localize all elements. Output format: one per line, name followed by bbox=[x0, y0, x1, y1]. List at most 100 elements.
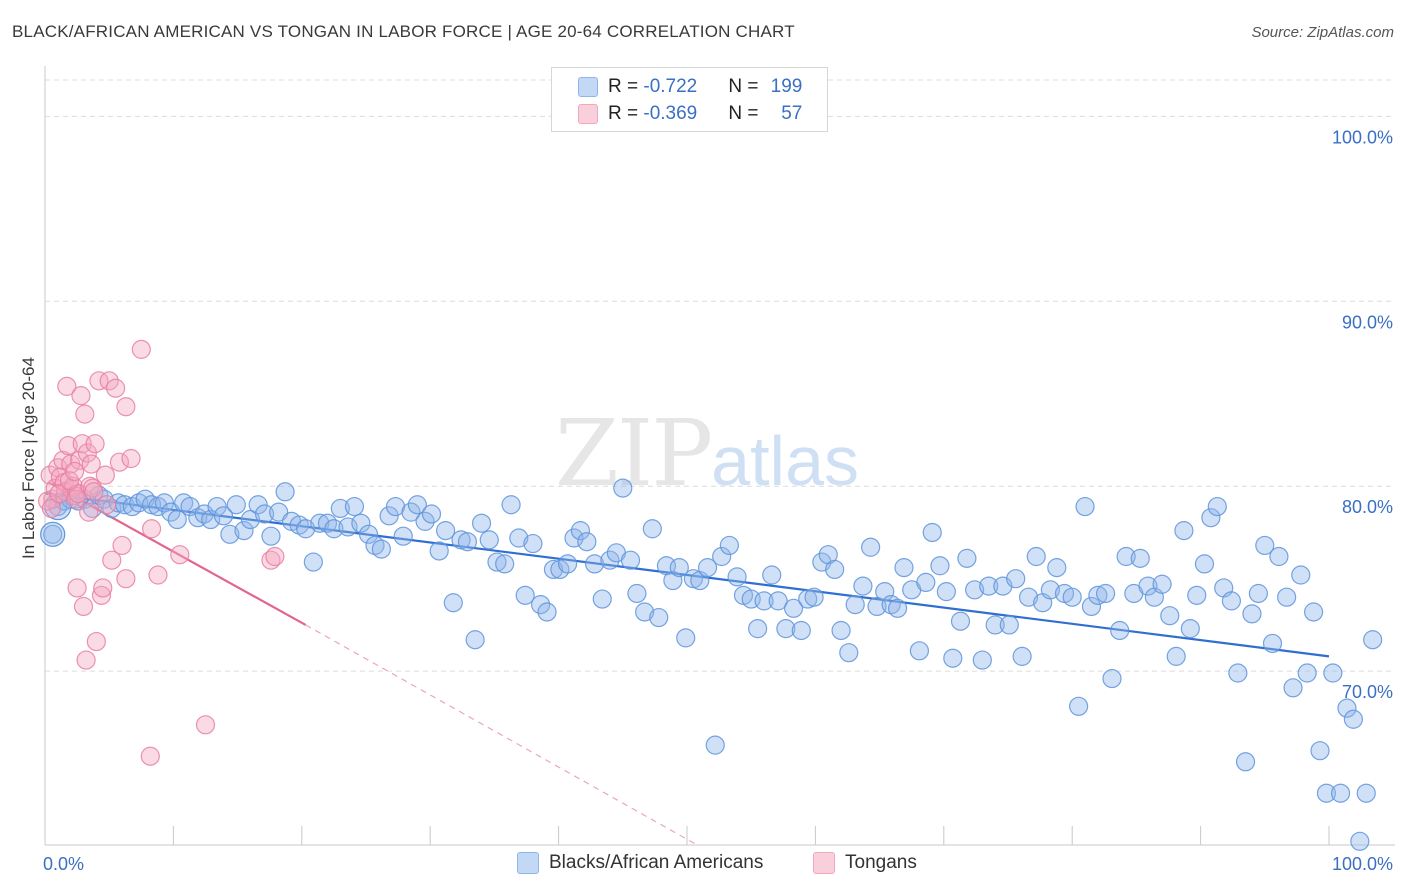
data-point bbox=[296, 519, 316, 539]
data-point bbox=[1047, 558, 1067, 578]
data-point bbox=[1303, 602, 1324, 622]
watermark-atlas: atlas bbox=[711, 422, 860, 500]
y-axis-label: In Labor Force | Age 20-64 bbox=[19, 357, 38, 559]
data-point bbox=[537, 602, 557, 622]
y-tick-label: 70.0% bbox=[1342, 682, 1393, 702]
legend-n-value: 199 bbox=[770, 76, 803, 97]
data-point bbox=[97, 495, 117, 515]
data-point bbox=[1062, 587, 1082, 607]
data-point bbox=[1330, 783, 1351, 803]
data-point bbox=[73, 596, 94, 617]
data-point bbox=[112, 535, 132, 556]
bottom-legend-blacks: Blacks/African Americans bbox=[517, 852, 763, 874]
data-point bbox=[1363, 630, 1383, 650]
data-point bbox=[642, 519, 662, 539]
data-point bbox=[922, 522, 942, 543]
data-point bbox=[839, 643, 859, 663]
data-point bbox=[1337, 698, 1357, 718]
data-point bbox=[86, 631, 106, 652]
bottom-legend-label-blacks: Blacks/African Americans bbox=[549, 852, 764, 873]
legend-r-label: R = bbox=[608, 76, 644, 97]
data-point bbox=[1018, 587, 1039, 607]
data-point bbox=[1221, 591, 1242, 611]
source-label: Source: ZipAtlas.com bbox=[1251, 24, 1394, 41]
data-point bbox=[261, 526, 281, 546]
data-point bbox=[1201, 508, 1221, 528]
data-point bbox=[324, 519, 344, 539]
data-point bbox=[867, 596, 887, 617]
data-point bbox=[1356, 783, 1376, 803]
data-point bbox=[804, 587, 824, 607]
data-point bbox=[1102, 668, 1122, 689]
data-point bbox=[1297, 663, 1317, 683]
data-point bbox=[213, 506, 234, 526]
data-point bbox=[1012, 646, 1032, 666]
data-point bbox=[1255, 535, 1275, 556]
data-point bbox=[310, 513, 330, 533]
data-point bbox=[1152, 574, 1172, 594]
legend-n-value: 57 bbox=[781, 103, 803, 124]
data-point bbox=[451, 530, 471, 550]
data-point bbox=[1310, 741, 1330, 761]
data-point bbox=[99, 371, 119, 391]
data-point bbox=[265, 546, 285, 567]
data-point bbox=[81, 454, 101, 474]
data-point bbox=[1166, 646, 1186, 666]
data-point bbox=[495, 554, 515, 574]
data-point bbox=[75, 404, 95, 424]
data-point bbox=[261, 550, 281, 570]
data-point bbox=[683, 569, 704, 589]
data-point bbox=[831, 620, 851, 641]
data-point bbox=[148, 565, 168, 585]
data-point bbox=[393, 526, 413, 546]
watermark: ZIPatlas bbox=[555, 400, 859, 507]
data-point bbox=[344, 496, 365, 517]
data-point bbox=[84, 482, 104, 502]
data-point bbox=[234, 521, 254, 541]
data-point bbox=[557, 554, 578, 574]
data-point bbox=[909, 641, 930, 661]
data-point bbox=[487, 552, 507, 572]
data-point bbox=[91, 585, 112, 605]
data-point bbox=[407, 495, 427, 515]
data-point bbox=[479, 530, 499, 550]
data-point bbox=[1069, 696, 1089, 716]
data-point bbox=[70, 450, 90, 470]
data-point bbox=[1040, 580, 1060, 600]
data-point bbox=[712, 546, 732, 567]
data-point bbox=[791, 620, 811, 641]
data-point bbox=[170, 545, 190, 565]
data-point bbox=[719, 535, 739, 556]
data-point bbox=[226, 495, 246, 515]
data-point bbox=[509, 528, 529, 548]
data-point bbox=[401, 502, 421, 522]
data-point bbox=[564, 528, 584, 548]
data-point bbox=[330, 498, 350, 519]
data-point bbox=[85, 434, 105, 454]
data-point bbox=[979, 576, 999, 596]
data-point bbox=[95, 465, 115, 485]
data-point bbox=[57, 376, 77, 396]
data-point bbox=[936, 582, 956, 602]
data-point bbox=[592, 589, 612, 609]
data-point bbox=[254, 504, 275, 524]
data-point bbox=[116, 569, 136, 589]
data-point bbox=[59, 471, 79, 491]
data-point bbox=[358, 524, 379, 544]
data-point bbox=[41, 498, 62, 519]
data-point bbox=[1081, 596, 1102, 617]
data-point bbox=[1283, 678, 1303, 698]
data-point bbox=[531, 594, 551, 615]
data-point bbox=[676, 628, 696, 648]
data-point bbox=[501, 495, 521, 515]
data-point bbox=[1350, 831, 1370, 851]
data-point bbox=[49, 484, 69, 504]
data-point bbox=[93, 578, 113, 598]
data-point bbox=[1174, 521, 1194, 541]
legend-row-tongans: R = -0.369 N = 57 bbox=[578, 102, 802, 126]
data-point bbox=[798, 589, 818, 609]
data-point bbox=[275, 482, 295, 502]
data-point bbox=[620, 550, 641, 570]
legend-n-label: N = bbox=[728, 76, 764, 97]
